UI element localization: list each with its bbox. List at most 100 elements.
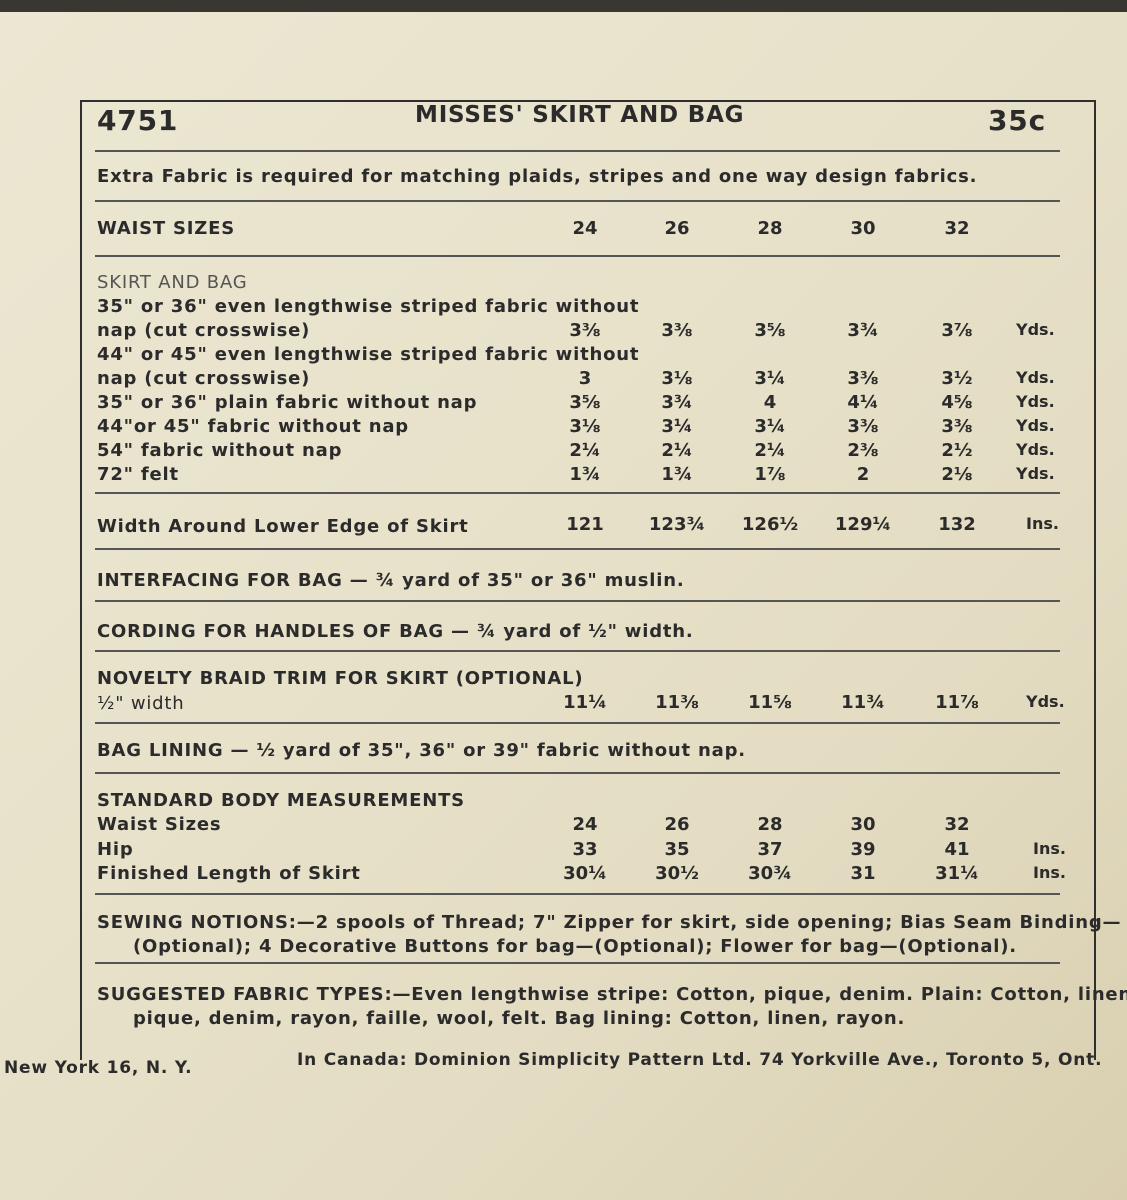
size-value: 11⅜	[655, 692, 699, 713]
size-value: 3¼	[661, 416, 693, 437]
fabric-label: 72" felt	[97, 464, 179, 485]
measurement-label: Hip	[97, 839, 134, 860]
section-heading: SKIRT AND BAG	[97, 272, 248, 293]
size-value: 28	[757, 218, 783, 239]
notions-text: (Optional); 4 Decorative Buttons for bag…	[133, 936, 1017, 957]
size-value: 126½	[741, 514, 799, 535]
size-value: 26	[664, 218, 690, 239]
size-value: 30¾	[748, 863, 792, 884]
unit-label: Ins.	[1033, 863, 1066, 882]
size-value: 39	[850, 839, 876, 860]
size-value: 2¼	[661, 440, 693, 461]
size-value: 11¼	[563, 692, 607, 713]
size-value: 123¾	[648, 514, 706, 535]
size-value: 3½	[941, 368, 973, 389]
divider	[95, 962, 1060, 964]
size-value: 11⅝	[748, 692, 792, 713]
extra-fabric-note: Extra Fabric is required for matching pl…	[97, 166, 978, 187]
pattern-title: MISSES' SKIRT AND BAG	[415, 102, 745, 128]
size-value: 31¼	[935, 863, 979, 884]
size-value: 3¼	[754, 416, 786, 437]
pattern-number: 4751	[97, 104, 179, 137]
size-value: 33	[572, 839, 598, 860]
size-value: 2⅛	[941, 464, 973, 485]
divider	[95, 772, 1060, 774]
size-value: 1⅞	[754, 464, 786, 485]
size-value: 3⅜	[847, 416, 879, 437]
size-value: 3⅝	[569, 392, 601, 413]
size-value: 26	[664, 814, 690, 835]
footer-address: New York 16, N. Y.	[4, 1058, 193, 1078]
fabric-label: 44"or 45" fabric without nap	[97, 416, 409, 437]
size-value: 4¼	[847, 392, 879, 413]
fabric-label: 44" or 45" even lengthwise striped fabri…	[97, 344, 640, 365]
size-value: 3⅛	[569, 416, 601, 437]
size-value: 2¼	[569, 440, 601, 461]
unit-label: Yds.	[1016, 440, 1055, 459]
size-value: 3	[578, 368, 592, 389]
size-value: 30½	[655, 863, 699, 884]
divider	[95, 200, 1060, 202]
lining-text: BAG LINING — ½ yard of 35", 36" or 39" f…	[97, 740, 746, 761]
body-measurements-heading: STANDARD BODY MEASUREMENTS	[97, 790, 465, 811]
interfacing-text: INTERFACING FOR BAG — ¾ yard of 35" or 3…	[97, 570, 685, 591]
size-value: 32	[944, 814, 970, 835]
size-value: 1¾	[569, 464, 601, 485]
divider	[95, 255, 1060, 257]
size-value: 41	[944, 839, 970, 860]
size-value: 24	[572, 218, 598, 239]
waist-sizes-label: WAIST SIZES	[97, 218, 235, 239]
measurement-label: Waist Sizes	[97, 814, 222, 835]
unit-label: Ins.	[1026, 514, 1059, 533]
size-value: 3⅜	[661, 320, 693, 341]
price: 35c	[988, 104, 1046, 137]
divider	[95, 150, 1060, 152]
fabric-types-text: SUGGESTED FABRIC TYPES:—Even lengthwise …	[97, 984, 1127, 1005]
size-value: 24	[572, 814, 598, 835]
fabric-label: 35" or 36" even lengthwise striped fabri…	[97, 296, 640, 317]
notions-text: SEWING NOTIONS:—2 spools of Thread; 7" Z…	[97, 912, 1122, 933]
unit-label: Yds.	[1026, 692, 1065, 711]
size-value: 3¾	[847, 320, 879, 341]
size-value: 3¼	[754, 368, 786, 389]
size-value: 37	[757, 839, 783, 860]
size-value: 2	[856, 464, 870, 485]
divider	[95, 600, 1060, 602]
size-value: 32	[944, 218, 970, 239]
measurement-label: Finished Length of Skirt	[97, 863, 361, 884]
size-value: 132	[938, 514, 976, 535]
size-value: 2¼	[754, 440, 786, 461]
cording-text: CORDING FOR HANDLES OF BAG — ¾ yard of ½…	[97, 621, 694, 642]
size-value: 129¼	[834, 514, 892, 535]
unit-label: Yds.	[1016, 320, 1055, 339]
divider	[95, 893, 1060, 895]
size-value: 3⅞	[941, 320, 973, 341]
unit-label: Yds.	[1016, 464, 1055, 483]
size-value: 3⅝	[754, 320, 786, 341]
size-value: 3⅜	[847, 368, 879, 389]
pattern-envelope-back	[0, 12, 1127, 1200]
size-value: 11¾	[841, 692, 885, 713]
fabric-label: 54" fabric without nap	[97, 440, 343, 461]
size-value: 3¾	[661, 392, 693, 413]
size-value: 30¼	[563, 863, 607, 884]
braid-label: ½" width	[97, 693, 185, 714]
unit-label: Yds.	[1016, 416, 1055, 435]
divider	[95, 650, 1060, 652]
footer-canada: In Canada: Dominion Simplicity Pattern L…	[297, 1050, 1103, 1070]
size-value: 30	[850, 814, 876, 835]
divider	[95, 492, 1060, 494]
braid-label: NOVELTY BRAID TRIM FOR SKIRT (OPTIONAL)	[97, 668, 584, 689]
divider	[95, 722, 1060, 724]
info-box	[80, 100, 1096, 1060]
size-value: 3⅜	[569, 320, 601, 341]
fabric-label: nap (cut crosswise)	[97, 368, 311, 389]
fabric-label: nap (cut crosswise)	[97, 320, 311, 341]
size-value: 35	[664, 839, 690, 860]
size-value: 11⅞	[935, 692, 979, 713]
size-value: 3⅛	[661, 368, 693, 389]
divider	[95, 548, 1060, 550]
size-value: 4	[763, 392, 777, 413]
size-value: 2⅜	[847, 440, 879, 461]
size-value: 2½	[941, 440, 973, 461]
